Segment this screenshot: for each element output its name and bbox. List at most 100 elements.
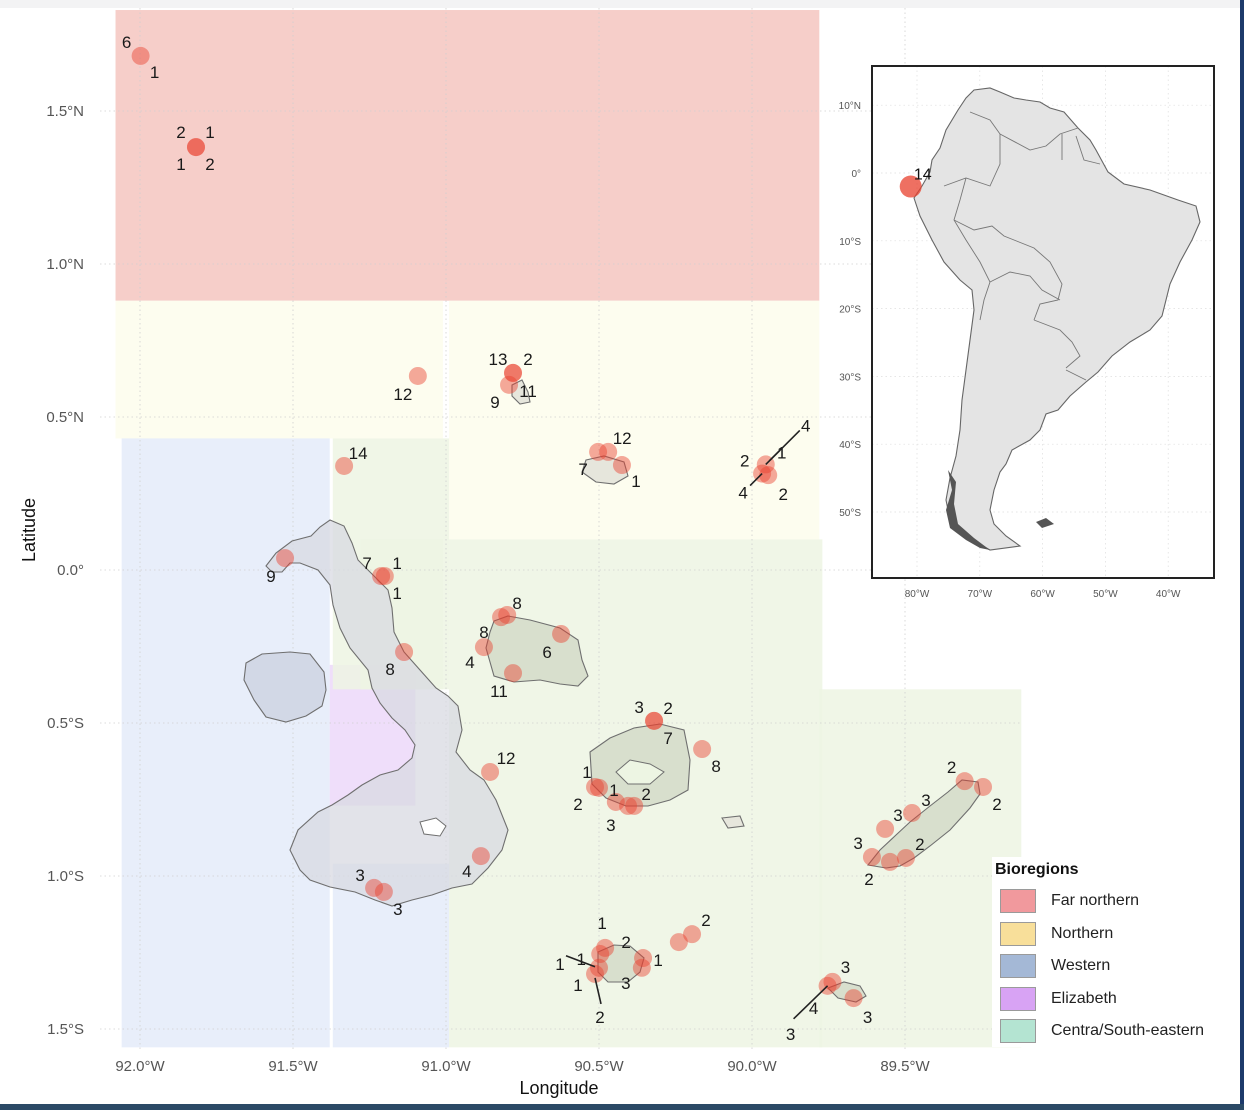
site-point <box>632 958 651 977</box>
legend-item: Western <box>1000 954 1232 980</box>
site-point <box>498 605 517 624</box>
site-count-label: 11 <box>490 682 508 701</box>
site-count-label: 3 <box>853 834 862 853</box>
label-leader-line <box>594 977 602 1005</box>
island-espanola <box>827 981 867 1003</box>
site-count-label: 2 <box>915 835 924 854</box>
site-count-label: 1 <box>176 155 185 174</box>
inset-x-tick-label: 70°W <box>968 589 993 600</box>
island-pinta <box>511 379 531 405</box>
site-count-label: 8 <box>385 660 394 679</box>
site-count-label: 3 <box>893 806 902 825</box>
site-point <box>693 740 712 759</box>
legend-label: Western <box>1051 957 1111 974</box>
inset-axes-layer: 80°W 70°W 60°W 50°W 40°W 10°N 0° 10°S 20°S 30°S 40… <box>839 101 1181 600</box>
site-count-label: 7 <box>578 460 587 479</box>
site-point <box>881 852 900 871</box>
site-point <box>481 762 500 781</box>
site-point <box>619 796 638 815</box>
site-count-label: 3 <box>786 1025 795 1044</box>
island-san-cristobal <box>866 779 981 869</box>
site-count-label: 2 <box>947 758 956 777</box>
legend-item: Far northern <box>1000 889 1232 915</box>
legend-swatch <box>1000 954 1036 978</box>
site-point <box>395 643 414 662</box>
site-point <box>586 777 605 796</box>
x-tick-label: 91.5°W <box>268 1058 318 1075</box>
y-tick-label: 0.5°S <box>47 715 84 732</box>
site-count-label: 1 <box>392 584 401 603</box>
x-tick-label: 90.5°W <box>574 1058 624 1075</box>
site-count-label: 2 <box>205 155 214 174</box>
island-genovesa <box>721 815 745 829</box>
site-count-label: 1 <box>582 763 591 782</box>
falkland-islands <box>1036 518 1054 528</box>
label-leader-line <box>793 985 829 1020</box>
site-count-label: 2 <box>621 933 630 952</box>
site-point <box>612 456 631 475</box>
site-count-label: 1 <box>150 63 159 82</box>
site-point <box>862 848 881 867</box>
island-santa-cruz <box>485 615 589 687</box>
site-point <box>500 375 519 394</box>
bioregion-far-northern <box>115 10 820 301</box>
site-point <box>375 567 394 586</box>
site-count-label: 1 <box>205 123 214 142</box>
site-count-label: 3 <box>606 816 615 835</box>
y-tick-label: 1.0°N <box>46 256 84 273</box>
site-count-label: 3 <box>393 900 402 919</box>
site-count-label: 4 <box>801 416 810 435</box>
y-tick-label: 0.5°N <box>46 409 84 426</box>
site-count-label: 11 <box>519 382 537 401</box>
y-tick-label: 0.0° <box>57 562 84 579</box>
site-point <box>372 567 391 586</box>
site-point <box>955 772 974 791</box>
site-count-label: 2 <box>864 870 873 889</box>
inset-x-tick-label: 60°W <box>1030 589 1055 600</box>
site-count-label: 12 <box>393 385 412 404</box>
label-leader-line <box>765 429 801 465</box>
lake-isabela <box>419 817 447 837</box>
site-count-label: 12 <box>497 749 516 768</box>
site-point <box>186 138 205 157</box>
site-count-label: 3 <box>921 791 930 810</box>
legend-label: Centra/South-eastern <box>1051 1022 1204 1039</box>
site-count-label: 2 <box>740 451 749 470</box>
legend-title: Bioregions <box>995 861 1079 878</box>
site-point <box>903 803 922 822</box>
gridlines <box>100 8 1020 1050</box>
island-floreana <box>597 944 645 983</box>
x-tick-label: 90.0°W <box>727 1058 777 1075</box>
patagonia-archipelago <box>946 470 990 550</box>
site-count-label: 2 <box>778 485 787 504</box>
site-count-label: 3 <box>863 1008 872 1027</box>
site-point <box>606 792 625 811</box>
axes-layer: 92.0°W 91.5°W 91.0°W 90.5°W 90.0°W 89.5°W 1.5°… <box>46 103 930 1075</box>
y-tick-label: 1.5°N <box>46 103 84 120</box>
bioregion-western <box>121 438 330 1048</box>
site-count-label: 1 <box>777 443 786 462</box>
inset-point-layer: 14 <box>899 167 932 198</box>
bioregion-northern <box>449 300 820 540</box>
frame-border-right <box>1240 0 1244 1110</box>
legend-label: Far northern <box>1051 892 1140 909</box>
south-america-landmass <box>913 87 1201 551</box>
site-point <box>596 938 615 957</box>
inset-x-tick-label: 40°W <box>1156 589 1181 600</box>
site-count-label: 3 <box>841 958 850 977</box>
site-point <box>625 796 644 815</box>
inset-site-point <box>899 175 922 198</box>
y-tick-label: 1.0°S <box>47 868 84 885</box>
x-tick-label: 91.0°W <box>421 1058 471 1075</box>
inset-x-tick-label: 50°W <box>1093 589 1118 600</box>
legend-label: Elizabeth <box>1051 989 1117 1007</box>
island-marchena <box>581 455 629 485</box>
site-point <box>276 549 295 568</box>
site-point <box>504 363 523 382</box>
island-fernandina <box>243 651 327 723</box>
site-count-label: 13 <box>489 350 508 369</box>
lake-santiago <box>615 759 665 785</box>
label-leader-line <box>749 473 763 487</box>
site-point <box>844 989 863 1008</box>
